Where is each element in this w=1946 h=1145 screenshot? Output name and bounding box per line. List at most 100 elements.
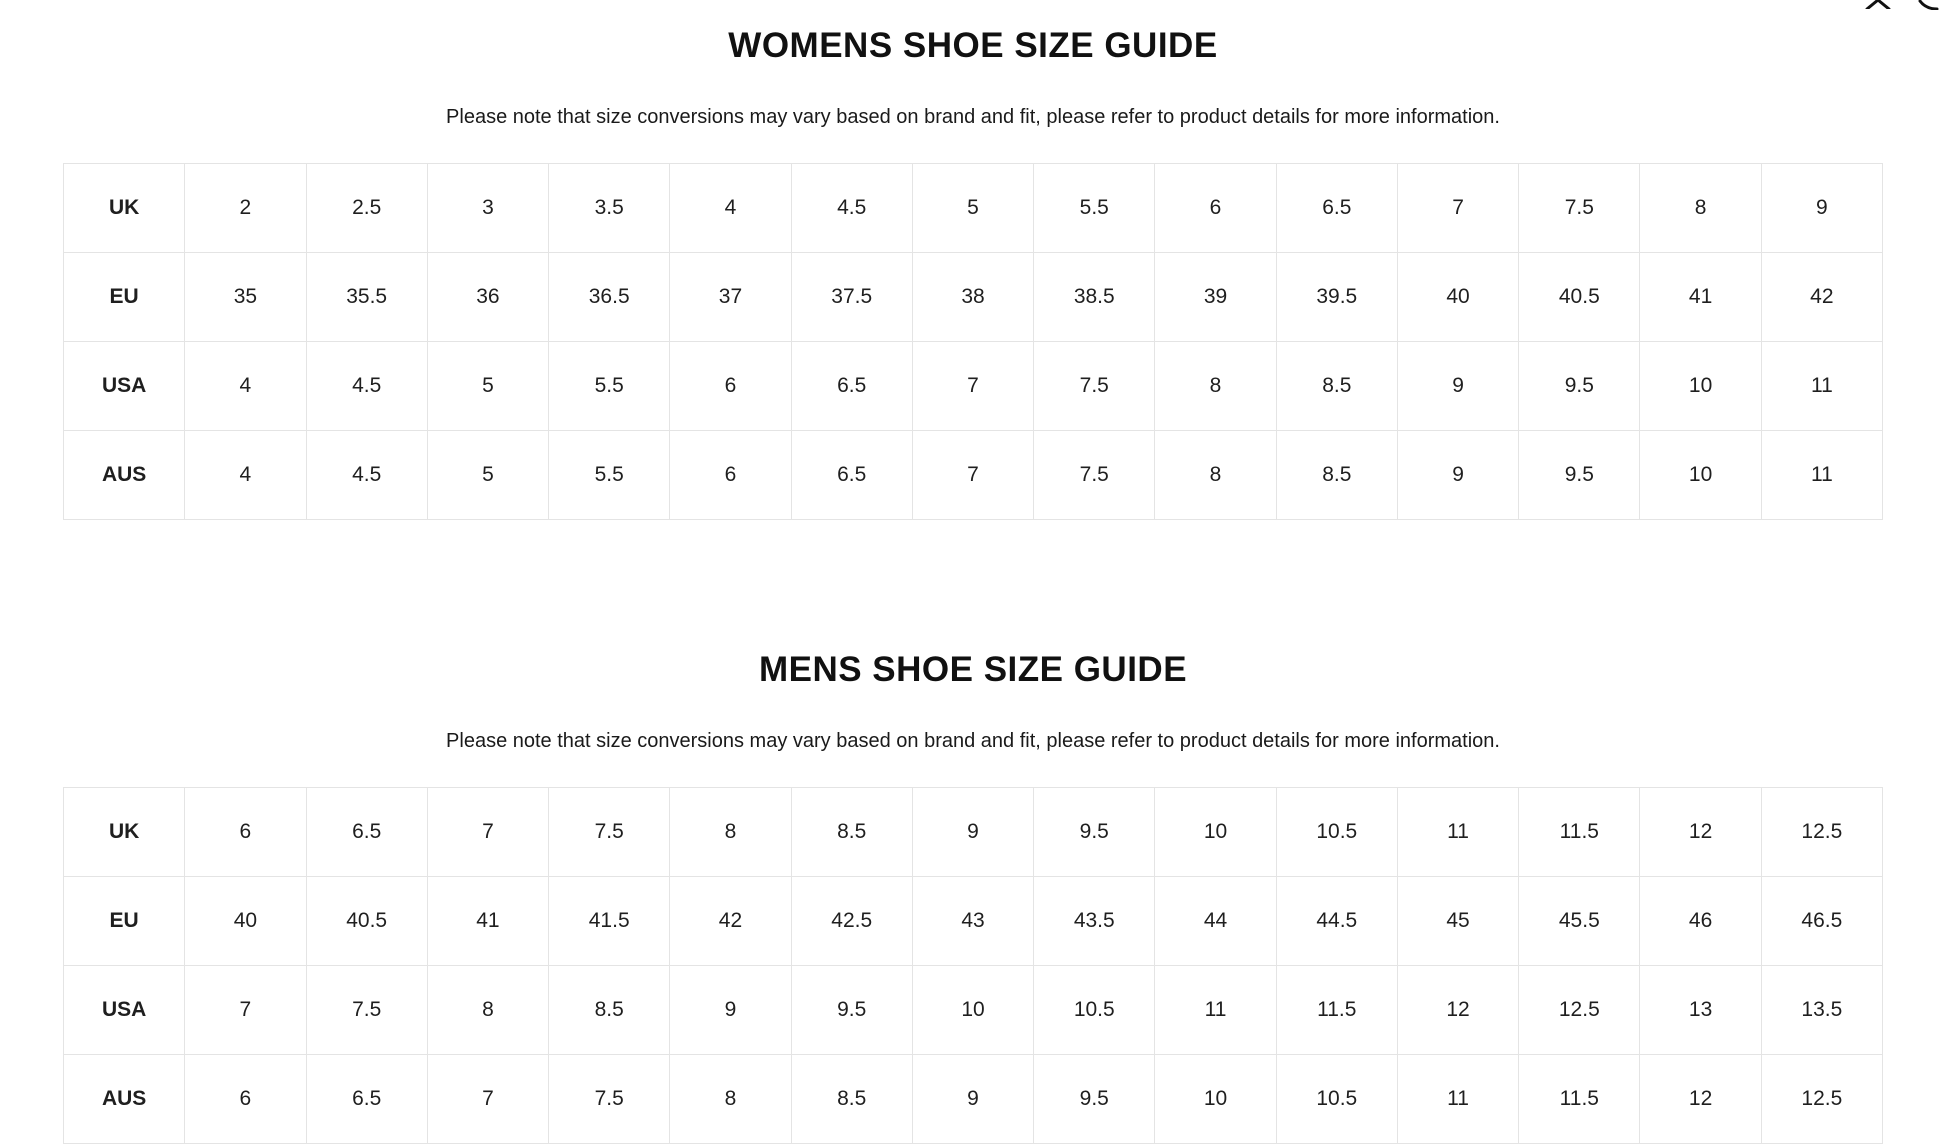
size-cell: 13: [1639, 965, 1762, 1055]
size-cell: 8: [1154, 430, 1277, 520]
top-right-icon-group: [1864, 0, 1940, 10]
size-cell: 7.5: [1518, 163, 1641, 253]
size-cell: 6: [184, 1054, 307, 1144]
close-icon[interactable]: [1864, 0, 1892, 9]
mens-size-guide-note: Please note that size conversions may va…: [446, 730, 1500, 752]
size-cell: 5: [911, 163, 1035, 253]
row-label-aus: AUS: [62, 430, 186, 520]
size-cell: 40: [1396, 252, 1520, 342]
size-cell: 13.5: [1760, 965, 1884, 1055]
size-cell: 9: [911, 1054, 1035, 1144]
size-cell: 6: [184, 787, 307, 877]
size-cell: 40.5: [305, 876, 428, 966]
size-cell: 8: [669, 1054, 792, 1144]
curve-icon[interactable]: [1918, 0, 1940, 10]
size-cell: 7: [426, 787, 550, 877]
mens-size-table: UK 6 6.5 7 7.5 8 8.5 9 9.5 10 10.5 11 11.5 12 12.5 EU 40…: [62, 787, 1884, 1144]
size-cell: 11: [1396, 787, 1520, 877]
size-cell: 5.5: [548, 430, 671, 520]
size-cell: 46.5: [1760, 876, 1884, 966]
size-cell: 7.5: [1033, 430, 1156, 520]
size-cell: 6: [669, 341, 792, 431]
size-cell: 8.5: [548, 965, 671, 1055]
table-row: AUS 6 6.5 7 7.5 8 8.5 9 9.5 10 10.5 11 11.5 12 12.5: [62, 1054, 1884, 1144]
size-cell: 9: [1396, 430, 1520, 520]
size-cell: 11.5: [1518, 1054, 1641, 1144]
size-cell: 10.5: [1033, 965, 1156, 1055]
row-label-uk: UK: [62, 163, 186, 253]
size-cell: 44.5: [1275, 876, 1398, 966]
size-cell: 7.5: [1033, 341, 1156, 431]
row-label-eu: EU: [62, 252, 186, 342]
size-cell: 4: [669, 163, 792, 253]
size-cell: 37: [669, 252, 792, 342]
size-cell: 8: [669, 787, 792, 877]
size-cell: 9: [669, 965, 792, 1055]
row-label-usa: USA: [62, 341, 186, 431]
size-cell: 9.5: [1033, 1054, 1156, 1144]
size-cell: 11.5: [1275, 965, 1398, 1055]
size-cell: 5.5: [548, 341, 671, 431]
womens-size-table: UK 2 2.5 3 3.5 4 4.5 5 5.5 6 6.5 7 7.5 8 9 EU 35 35.5 36 36…: [62, 163, 1884, 520]
size-cell: 39: [1154, 252, 1277, 342]
row-label-aus: AUS: [62, 1054, 186, 1144]
size-cell: 12.5: [1518, 965, 1641, 1055]
womens-size-guide-title: WOMENS SHOE SIZE GUIDE: [728, 26, 1218, 65]
size-cell: 3: [426, 163, 550, 253]
size-cell: 6.5: [305, 1054, 428, 1144]
size-cell: 4: [184, 430, 307, 520]
size-cell: 35: [184, 252, 307, 342]
size-cell: 35.5: [305, 252, 428, 342]
size-cell: 40: [184, 876, 307, 966]
size-cell: 36: [426, 252, 550, 342]
size-cell: 42: [1760, 252, 1884, 342]
size-cell: 9: [911, 787, 1035, 877]
size-cell: 5: [426, 430, 550, 520]
size-cell: 12.5: [1760, 787, 1884, 877]
size-cell: 3.5: [548, 163, 671, 253]
size-cell: 8: [426, 965, 550, 1055]
size-cell: 5: [426, 341, 550, 431]
table-row: AUS 4 4.5 5 5.5 6 6.5 7 7.5 8 8.5 9 9.5 10 11: [62, 430, 1884, 520]
size-cell: 9.5: [1033, 787, 1156, 877]
size-cell: 8.5: [1275, 430, 1398, 520]
size-cell: 5.5: [1033, 163, 1156, 253]
size-cell: 43.5: [1033, 876, 1156, 966]
size-cell: 6.5: [790, 341, 913, 431]
table-row: UK 6 6.5 7 7.5 8 8.5 9 9.5 10 10.5 11 11.5 12 12.5: [62, 787, 1884, 877]
size-cell: 4.5: [305, 341, 428, 431]
size-cell: 11: [1760, 430, 1884, 520]
size-cell: 45.5: [1518, 876, 1641, 966]
size-cell: 9.5: [1518, 341, 1641, 431]
womens-size-guide-note: Please note that size conversions may va…: [446, 106, 1500, 128]
size-cell: 7: [911, 341, 1035, 431]
table-row: EU 35 35.5 36 36.5 37 37.5 38 38.5 39 39.5 40 40.5 41…: [62, 252, 1884, 342]
size-cell: 11: [1760, 341, 1884, 431]
size-cell: 2: [184, 163, 307, 253]
size-cell: 10: [1639, 341, 1762, 431]
size-cell: 12: [1639, 1054, 1762, 1144]
row-label-usa: USA: [62, 965, 186, 1055]
size-cell: 6: [1154, 163, 1277, 253]
size-cell: 8.5: [790, 1054, 913, 1144]
size-cell: 7.5: [305, 965, 428, 1055]
size-cell: 7.5: [548, 787, 671, 877]
size-cell: 7.5: [548, 1054, 671, 1144]
table-row: UK 2 2.5 3 3.5 4 4.5 5 5.5 6 6.5 7 7.5 8 9: [62, 163, 1884, 253]
size-cell: 44: [1154, 876, 1277, 966]
size-cell: 9.5: [790, 965, 913, 1055]
size-cell: 12: [1639, 787, 1762, 877]
size-cell: 41.5: [548, 876, 671, 966]
size-cell: 10: [1154, 1054, 1277, 1144]
size-cell: 12: [1396, 965, 1520, 1055]
size-cell: 2.5: [305, 163, 428, 253]
size-cell: 9: [1760, 163, 1884, 253]
size-cell: 8: [1639, 163, 1762, 253]
size-cell: 6: [669, 430, 792, 520]
table-row: USA 7 7.5 8 8.5 9 9.5 10 10.5 11 11.5 12 12.5 13 13.5: [62, 965, 1884, 1055]
size-cell: 8: [1154, 341, 1277, 431]
size-cell: 8.5: [1275, 341, 1398, 431]
size-cell: 6.5: [305, 787, 428, 877]
size-cell: 36.5: [548, 252, 671, 342]
